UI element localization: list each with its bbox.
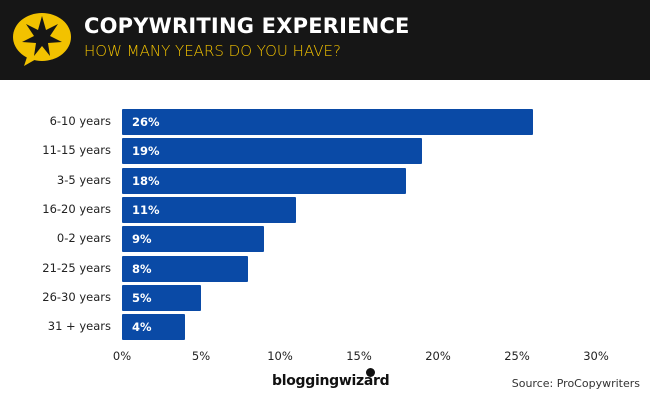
bar-row: 11-15 years 19% xyxy=(0,138,650,165)
bar: 4% xyxy=(122,314,186,341)
bar-value-label: 4% xyxy=(132,320,152,335)
bar-row: 0-2 years 9% xyxy=(0,226,650,253)
bar-value-label: 8% xyxy=(132,261,152,276)
category-label: 3-5 years xyxy=(56,172,111,187)
bar: 19% xyxy=(122,138,423,165)
bar: 8% xyxy=(122,255,249,282)
bar: 26% xyxy=(122,109,533,135)
chart-subtitle: HOW MANY YEARS DO YOU HAVE? xyxy=(84,42,341,60)
bar-row: 6-10 years 26% xyxy=(0,109,650,135)
source-note: Source: ProCopywriters xyxy=(511,377,640,390)
bar-row: 26-30 years 5% xyxy=(0,284,650,311)
bar-row: 31 + years 4% xyxy=(0,314,650,341)
brand-logo: bloggingwizard xyxy=(272,373,390,389)
x-tick-label: 30% xyxy=(583,349,609,363)
bar: 11% xyxy=(122,196,296,223)
category-label: 26-30 years xyxy=(42,289,111,304)
bar: 5% xyxy=(122,284,201,311)
bar: 9% xyxy=(122,226,265,253)
x-tick-label: 20% xyxy=(425,349,451,363)
bar-value-label: 19% xyxy=(132,144,160,159)
bar-row: 16-20 years 11% xyxy=(0,196,650,223)
category-label: 16-20 years xyxy=(42,201,111,216)
chart-header: COPYWRITING EXPERIENCE HOW MANY YEARS DO… xyxy=(0,0,650,80)
category-label: 0-2 years xyxy=(56,231,111,246)
bar: 18% xyxy=(122,167,407,194)
x-tick-label: 25% xyxy=(504,349,530,363)
brand-bubble-icon xyxy=(366,368,375,377)
category-label: 31 + years xyxy=(47,319,111,334)
x-tick-label: 0% xyxy=(112,349,132,363)
category-label: 11-15 years xyxy=(42,143,111,158)
bar-value-label: 9% xyxy=(132,232,152,247)
bar-value-label: 26% xyxy=(132,115,160,129)
category-label: 6-10 years xyxy=(49,114,111,128)
category-label: 21-25 years xyxy=(42,260,111,275)
star-speech-bubble-icon xyxy=(13,13,71,66)
x-tick-label: 10% xyxy=(267,349,293,363)
x-tick-label: 15% xyxy=(346,349,372,363)
chart-title: COPYWRITING EXPERIENCE xyxy=(84,14,410,38)
bar-value-label: 18% xyxy=(132,173,160,188)
bar-value-label: 11% xyxy=(132,202,160,217)
bar-value-label: 5% xyxy=(132,290,152,305)
bar-row: 21-25 years 8% xyxy=(0,255,650,282)
x-tick-label: 5% xyxy=(191,349,211,363)
bar-row: 3-5 years 18% xyxy=(0,167,650,194)
